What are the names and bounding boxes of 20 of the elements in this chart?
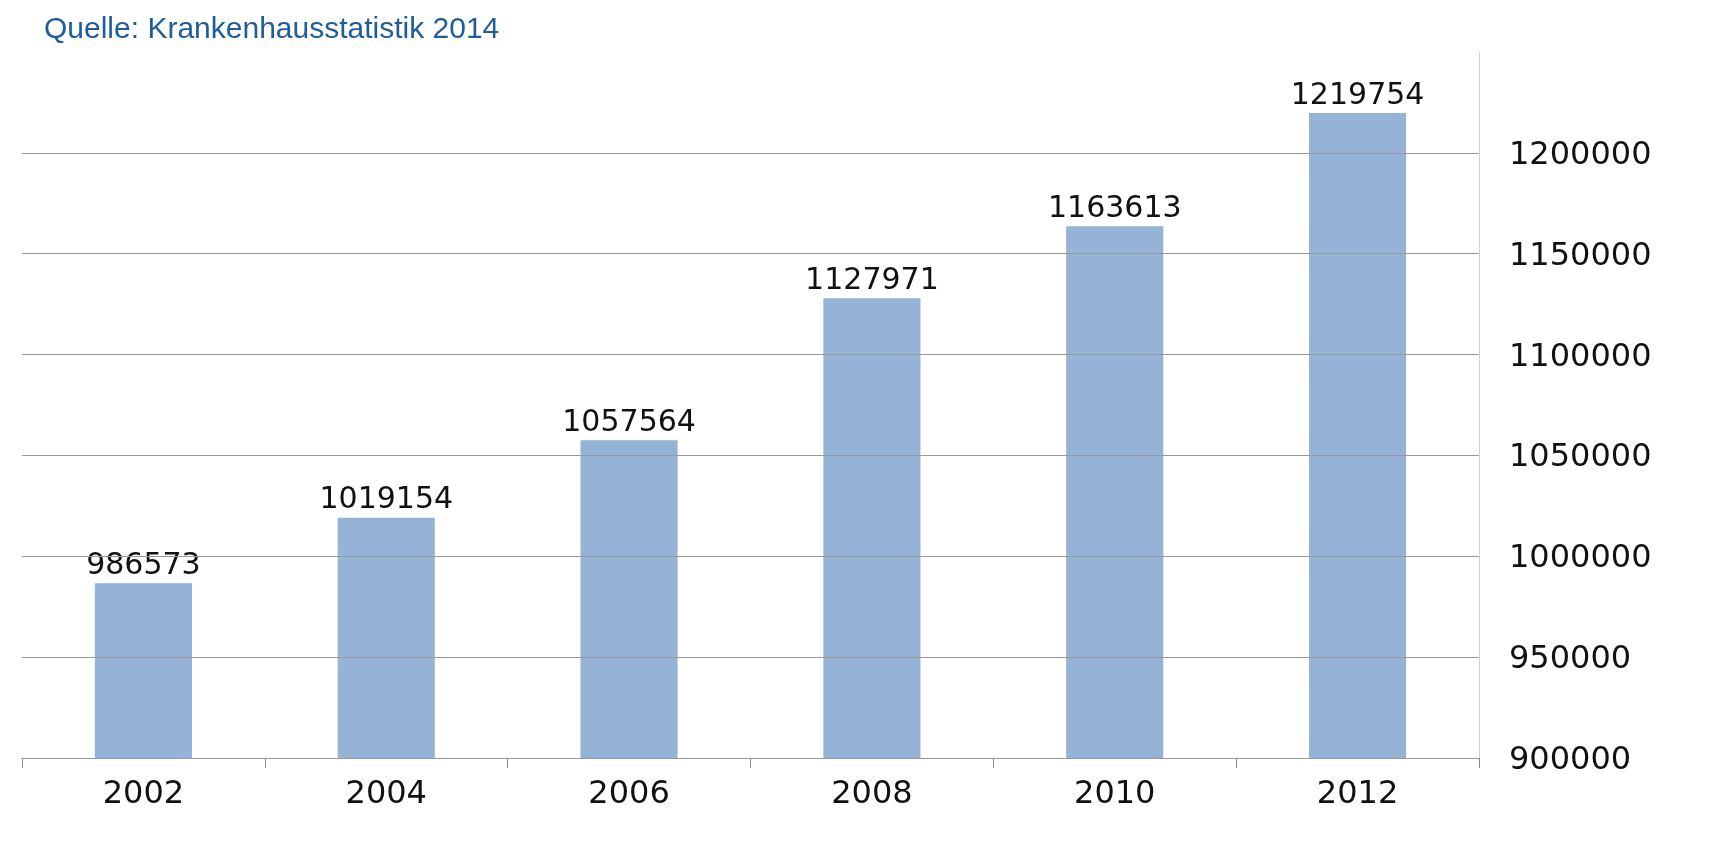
source-note: Quelle: Krankenhausstatistik 2014 (44, 10, 500, 44)
data-label: 1127971 (805, 260, 939, 296)
y-tick-label: 1050000 (1509, 436, 1652, 475)
y-tick-label: 1150000 (1509, 234, 1652, 273)
x-tick-label: 2012 (1316, 773, 1399, 811)
y-tick-label: 1000000 (1509, 537, 1652, 576)
data-label: 1019154 (319, 480, 454, 516)
x-tick-label: 2008 (831, 773, 913, 811)
data-label: 1219754 (1290, 75, 1425, 111)
y-tick-label: 950000 (1509, 638, 1632, 677)
y-tick-label: 900000 (1509, 739, 1632, 777)
data-label: 1163613 (1047, 188, 1182, 224)
x-tick-label: 2006 (588, 773, 670, 811)
x-tick-label: 2002 (102, 773, 185, 811)
data-label: 1057564 (562, 402, 696, 438)
data-label: 986573 (86, 545, 201, 581)
y-tick-label: 1100000 (1509, 335, 1652, 374)
y-tick-label: 1200000 (1509, 133, 1652, 172)
x-tick-label: 2004 (345, 773, 427, 811)
x-tick-label: 2010 (1074, 773, 1156, 811)
